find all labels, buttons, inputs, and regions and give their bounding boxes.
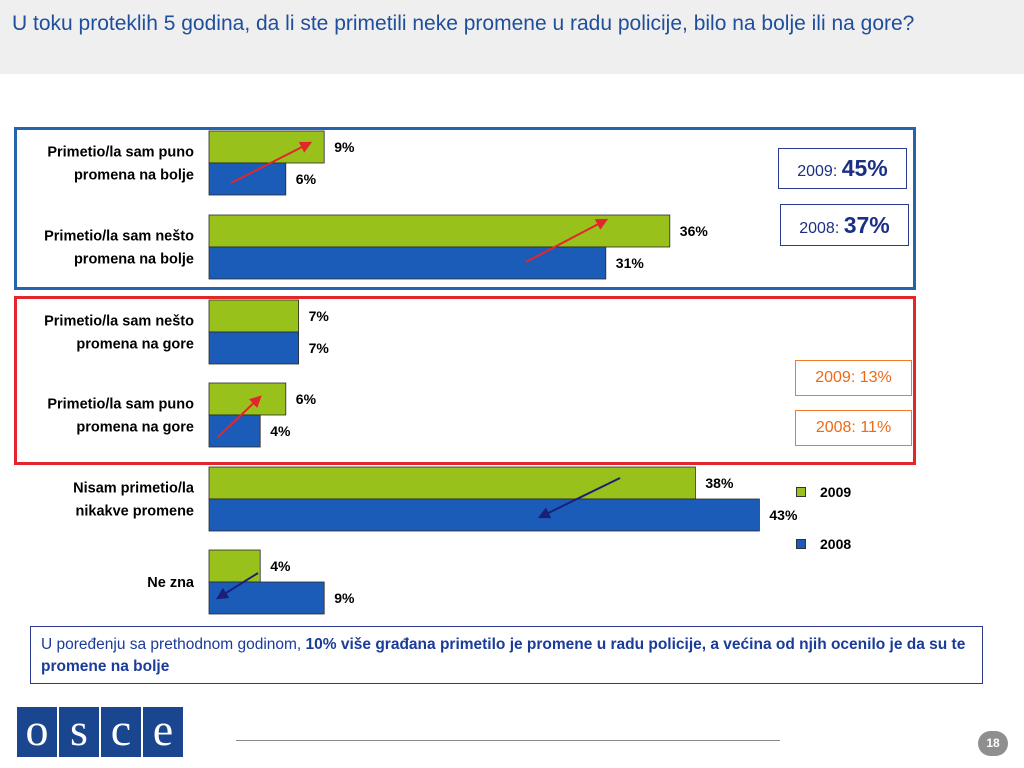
osce-logo-letter: o: [17, 707, 57, 757]
summary-2008-positive: 2008: 37%: [780, 204, 909, 246]
summary-year: 2008:: [799, 220, 840, 237]
bar-2008-4: [208, 498, 760, 532]
category-label: Nisam primetio/la: [73, 481, 195, 497]
value-label-2008-2: 7%: [309, 340, 330, 356]
category-label: promena na bolje: [74, 252, 194, 268]
value-label-2009-2: 7%: [309, 308, 330, 324]
trend-arrow-down-icon: [537, 477, 621, 519]
legend-label-2008: 2008: [820, 536, 852, 552]
legend-swatch-2009: [796, 487, 806, 497]
category-label: nikakve promene: [76, 504, 194, 520]
category-label: Primetio/la sam puno: [47, 397, 194, 413]
category-label: Primetio/la sam puno: [47, 145, 194, 161]
bar-2008-1: [208, 246, 607, 280]
summary-year: 2008:: [815, 419, 856, 436]
legend-label-2009: 2009: [820, 484, 852, 500]
category-label: promena na gore: [76, 337, 194, 353]
value-label-2009-3: 6%: [296, 391, 317, 407]
summary-2009-negative: 2009: 13%: [795, 360, 912, 396]
trend-arrow-up-icon: [230, 141, 313, 184]
osce-logo-letter: e: [143, 707, 183, 757]
summary-year: 2009:: [815, 369, 856, 386]
negative-changes-frame: [14, 296, 916, 465]
category-label: promena na gore: [76, 420, 194, 436]
trend-arrow-up-icon: [525, 218, 609, 263]
positive-changes-frame: [14, 127, 916, 290]
legend-swatch-2008: [796, 539, 806, 549]
trend-arrow-up-icon: [217, 395, 262, 438]
category-label: Primetio/la sam nešto: [44, 229, 194, 245]
footer-divider: [236, 740, 780, 741]
summary-2009-positive: 2009: 45%: [778, 148, 907, 189]
title-bar: U toku proteklih 5 godina, da li ste pri…: [0, 0, 1024, 74]
page-number-badge: 18: [978, 731, 1008, 756]
summary-value: 13%: [859, 369, 892, 386]
slide-title: U toku proteklih 5 godina, da li ste pri…: [12, 12, 915, 35]
value-label-2008-1: 31%: [616, 255, 645, 271]
category-label: Ne zna: [147, 575, 195, 591]
conclusion-box: U poređenju sa prethodnom godinom, 10% v…: [30, 626, 983, 684]
value-label-2008-4: 43%: [769, 507, 798, 523]
value-label-2008-3: 4%: [270, 423, 291, 439]
value-label-2009-4: 38%: [705, 475, 734, 491]
conclusion-prefix: U poređenju sa prethodnom godinom,: [41, 636, 306, 653]
value-label-2009-0: 9%: [334, 139, 355, 155]
value-label-2008-0: 6%: [296, 171, 317, 187]
category-label: promena na bolje: [74, 168, 194, 184]
bar-2009-0: [208, 130, 325, 164]
summary-year: 2009:: [797, 163, 838, 180]
value-label-2009-1: 36%: [680, 223, 709, 239]
summary-value: 11%: [860, 419, 892, 436]
bar-2008-3: [208, 414, 261, 448]
bar-2008-5: [208, 581, 325, 615]
value-label-2008-5: 9%: [334, 590, 355, 606]
summary-value: 37%: [843, 212, 890, 238]
bar-2009-1: [208, 214, 671, 248]
bar-2008-2: [208, 331, 299, 365]
osce-logo-letter: s: [59, 707, 99, 757]
conclusion-emphasis: 10% više građana primetilo je promene u …: [41, 636, 966, 675]
summary-value: 45%: [841, 155, 888, 181]
bar-2009-4: [208, 466, 696, 500]
category-label: Primetio/la sam nešto: [44, 314, 194, 330]
value-label-2009-5: 4%: [270, 558, 291, 574]
bar-2009-2: [208, 299, 299, 333]
osce-logo-letter: c: [101, 707, 141, 757]
summary-2008-negative: 2008: 11%: [795, 410, 912, 446]
bar-2008-0: [208, 162, 287, 196]
trend-arrow-down-icon: [215, 572, 259, 600]
